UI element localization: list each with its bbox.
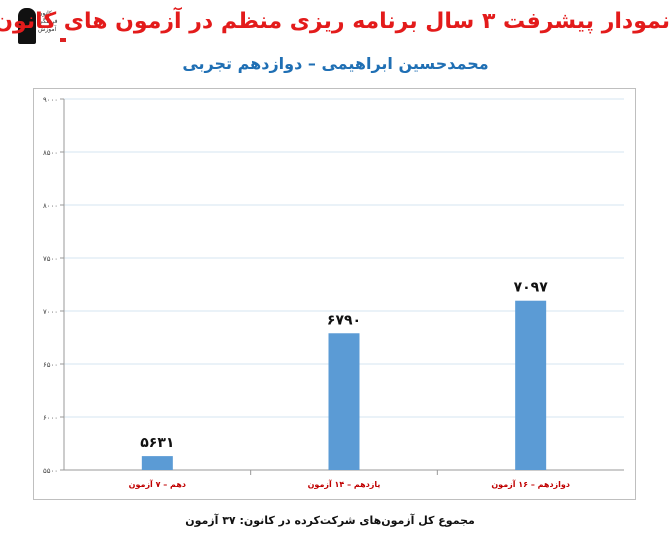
y-tick-label: ۷۰۰۰ — [43, 308, 58, 316]
bar-chart: ۵۵۰۰ ۶۰۰۰ ۶۵۰۰ ۷۰۰۰ ۷۵۰۰ ۸۰۰۰ ۸۵۰۰ ۹۰۰۰ ۵۶۳۱ دهم … — [43, 96, 624, 489]
logo-figure-icon — [18, 8, 36, 44]
x-tick-label: دوازدهم – ۱۶ آزمون — [491, 479, 570, 489]
footnote: مجموع کل آزمون‌های شرکت‌کرده در کانون: ۳… — [185, 514, 475, 527]
logo-mark — [60, 38, 66, 42]
data-label: ۵۶۳۱ — [140, 435, 174, 451]
y-tick-label: ۵۵۰۰ — [43, 467, 58, 475]
bar — [515, 300, 547, 470]
y-tick-label: ۷۵۰۰ — [43, 255, 58, 263]
y-tick-label: ۸۵۰۰ — [43, 149, 58, 157]
logo: کانون فرهنگی آموزش — [12, 6, 68, 46]
data-label: ۶۷۹۰ — [327, 312, 361, 328]
x-tick-label: دهم – ۷ آزمون — [129, 479, 186, 489]
bar — [141, 456, 173, 470]
data-label: ۷۰۹۷ — [514, 280, 549, 296]
logo-text: کانون فرهنگی آموزش — [38, 10, 58, 33]
x-tick-label: یازدهم – ۱۴ آزمون — [308, 479, 381, 489]
y-tick-label: ۶۵۰۰ — [43, 361, 58, 369]
chart-title: نمودار پیشرفت ۳ سال برنامه ریزی منظم در … — [0, 9, 670, 34]
y-tick-label: ۹۰۰۰ — [43, 96, 58, 104]
bar — [328, 333, 360, 470]
chart-frame: ۵۵۰۰ ۶۰۰۰ ۶۵۰۰ ۷۰۰۰ ۷۵۰۰ ۸۰۰۰ ۸۵۰۰ ۹۰۰۰ ۵۶۳۱ دهم … — [33, 88, 636, 500]
y-tick-label: ۸۰۰۰ — [43, 202, 58, 210]
chart-subtitle: محمدحسین ابراهیمی – دوازدهم تجربی — [182, 54, 489, 73]
y-tick-label: ۶۰۰۰ — [43, 414, 58, 422]
